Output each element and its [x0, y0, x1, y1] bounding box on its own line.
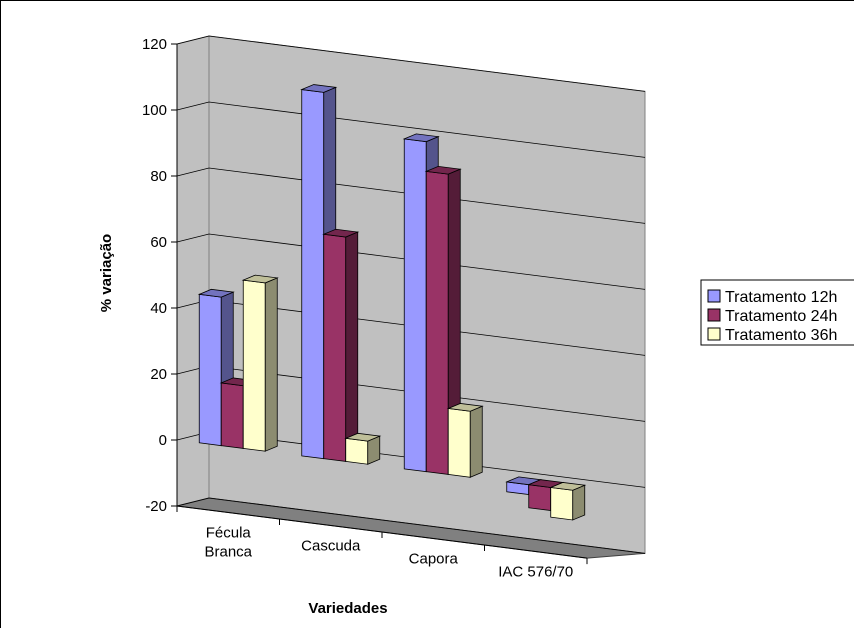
bar-front-face	[242, 279, 266, 452]
bar-top-face	[344, 432, 382, 442]
gridline	[176, 497, 646, 554]
bar-top-face	[549, 482, 587, 491]
x-category-label-line: Branca	[204, 544, 252, 561]
x-category-label: Capora	[409, 551, 459, 568]
x-category-label-line: Cascuda	[301, 538, 361, 555]
y-tick-label: 120	[142, 36, 167, 53]
y-tick-label: 40	[150, 300, 167, 317]
y-tick-label: 0	[159, 432, 167, 449]
y-tick-label: 100	[142, 102, 167, 119]
bar-front-face	[425, 170, 449, 475]
legend-swatch	[707, 289, 721, 303]
bar-top-face	[424, 165, 462, 175]
bar-tratamento-36h	[241, 274, 279, 452]
legend-box	[700, 279, 854, 346]
bar-top-face	[446, 403, 484, 412]
y-tick-labels: 120 100 80 60 40 20 0 -20	[142, 36, 167, 515]
bar-tratamento-36h	[549, 482, 587, 521]
gridline	[176, 233, 646, 290]
gridline	[176, 35, 646, 92]
bar-side-face	[345, 231, 359, 463]
y-tick-label: 80	[150, 168, 167, 185]
bar-front-face	[301, 89, 325, 460]
y-tick-label: 20	[150, 366, 167, 383]
gridline	[176, 101, 646, 158]
legend-swatch	[707, 308, 721, 322]
legend-swatch	[707, 327, 721, 341]
bar-side-face	[572, 484, 586, 521]
y-tick-label: 60	[150, 234, 167, 251]
x-category-label: IAC 576/70	[498, 564, 573, 581]
bar-top-face	[197, 288, 235, 298]
x-axis-title: Variedades	[308, 600, 387, 617]
bar-front-face	[323, 233, 347, 462]
bar-front-face	[198, 293, 222, 447]
bar-side-face	[469, 405, 483, 478]
x-category-label: Cascuda	[301, 538, 361, 555]
gridline	[176, 167, 646, 224]
x-category-label-line: Capora	[409, 551, 459, 568]
legend: Tratamento 12h Tratamento 24h Tratamento 3…	[700, 279, 854, 346]
bar-tratamento-36h	[344, 432, 382, 465]
x-category-label-line: IAC 576/70	[498, 564, 573, 581]
bar-top-face	[241, 274, 279, 284]
bar-front-face	[403, 138, 427, 473]
bar-tratamento-36h	[446, 403, 484, 478]
bar-top-face	[402, 133, 440, 143]
bar-top-face	[322, 228, 360, 238]
bar-front-face	[220, 382, 244, 449]
bar-front-face	[447, 407, 471, 478]
bar-tratamento-24h	[424, 165, 462, 476]
bar-top-face	[300, 84, 338, 93]
bars	[197, 84, 587, 521]
x-category-labels: Fécula Branca Cascuda Capora IAC 576/70	[204, 525, 573, 581]
legend-label: Tratamento 24h	[725, 308, 837, 325]
x-category-label: Fécula Branca	[204, 525, 252, 561]
bar-side-face	[264, 277, 278, 452]
bar-front-face	[528, 484, 552, 512]
y-tick-label: -20	[145, 498, 167, 515]
legend-label: Tratamento 36h	[725, 327, 837, 344]
bar-front-face	[550, 487, 574, 521]
bar-front-face	[345, 437, 369, 465]
y-axis-title: % variação	[98, 234, 115, 312]
axes	[171, 43, 588, 565]
x-category-label-line: Fécula	[206, 525, 252, 542]
bar-tratamento-24h	[322, 228, 360, 463]
legend-label: Tratamento 12h	[725, 289, 837, 306]
